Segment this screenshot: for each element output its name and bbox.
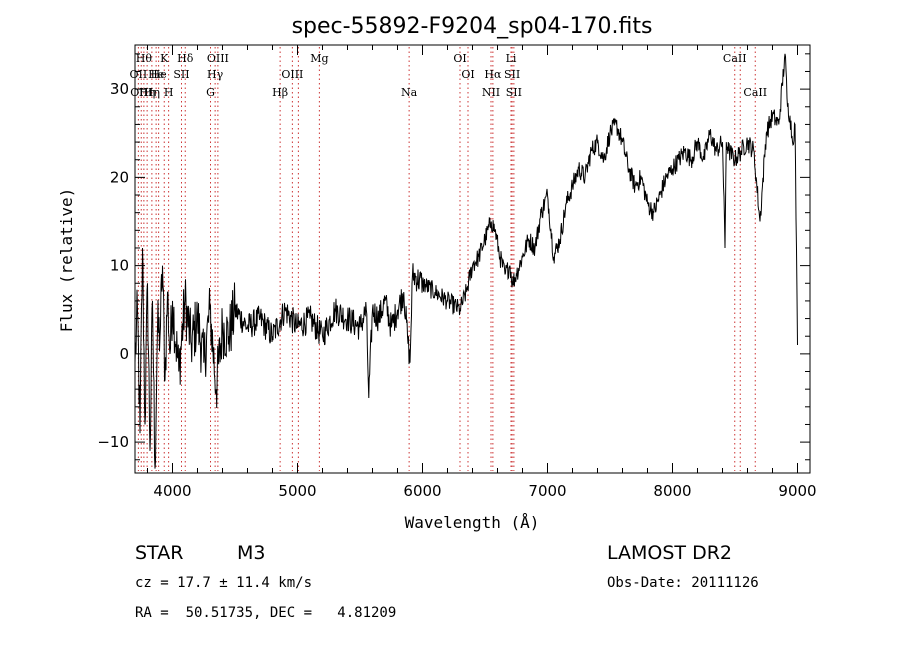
line-label-24: SII: [504, 68, 520, 81]
line-label-28: CaII: [743, 86, 767, 99]
line-label-2: Hθ: [136, 52, 153, 65]
line-label-7: K: [160, 52, 169, 65]
y-axis-ticks: −10 0 10 20 30: [97, 53, 810, 461]
x-tick-label-9000: 9000: [778, 482, 816, 500]
line-label-15: OIII: [281, 68, 303, 81]
y-tick-label-0: 0: [119, 345, 129, 363]
line-label-21: NII: [482, 86, 500, 99]
survey-name: LAMOST DR2: [607, 542, 732, 564]
line-label-18: Na: [401, 86, 418, 99]
line-label-6: He: [151, 68, 167, 81]
line-label-26: CaII: [723, 52, 747, 65]
x-tick-label-4000: 4000: [153, 482, 191, 500]
spectrum-line: [134, 53, 798, 469]
line-label-17: Mg: [310, 52, 328, 65]
line-label-10: Hδ: [177, 52, 194, 65]
spectrum-series: [134, 53, 798, 469]
spectral-line-labels: OIIOIIIHθHηHηHeHeKHSIIHδGHγOIIIHβOIIIMgN…: [130, 52, 768, 99]
line-label-5: He: [148, 68, 164, 81]
x-tick-label-5000: 5000: [278, 482, 316, 500]
spectral-line-markers: [137, 47, 756, 471]
observation-date: Obs-Date: 20111126: [607, 575, 759, 591]
line-label-19: OI: [453, 52, 466, 65]
y-tick-label-20: 20: [110, 168, 129, 186]
redshift-info: cz = 17.7 ± 11.4 km/s: [135, 575, 313, 591]
line-label-13: OIII: [207, 52, 229, 65]
x-axis-label: Wavelength (Å): [405, 513, 540, 532]
chart-title: spec-55892-F9204_sp04-170.fits: [292, 14, 653, 39]
line-label-25: SII: [506, 86, 522, 99]
y-tick-label--10: −10: [97, 433, 129, 451]
line-label-11: G: [206, 86, 215, 99]
line-label-23: Li: [506, 52, 517, 65]
x-axis-ticks: 4000 5000 6000 7000 8000 9000: [147, 45, 817, 500]
line-label-0: OII: [130, 68, 148, 81]
x-tick-label-8000: 8000: [653, 482, 691, 500]
x-tick-label-6000: 6000: [403, 482, 441, 500]
line-label-9: SII: [173, 68, 189, 81]
line-label-14: Hβ: [272, 86, 288, 99]
coordinates: RA = 50.51735, DEC = 4.81209: [135, 605, 397, 621]
line-label-20: OI: [461, 68, 474, 81]
object-subclass: M3: [237, 542, 266, 564]
plot-frame: [134, 44, 811, 474]
line-label-8: H: [164, 86, 174, 99]
object-class: STAR: [135, 542, 184, 564]
y-tick-label-10: 10: [110, 257, 129, 275]
line-label-22: Hα: [484, 68, 502, 81]
y-tick-label-30: 30: [110, 80, 129, 98]
y-axis-label: Flux (relative): [57, 188, 76, 333]
line-label-12: Hγ: [207, 68, 224, 81]
line-label-4: Hη: [144, 86, 160, 99]
x-tick-label-7000: 7000: [528, 482, 566, 500]
